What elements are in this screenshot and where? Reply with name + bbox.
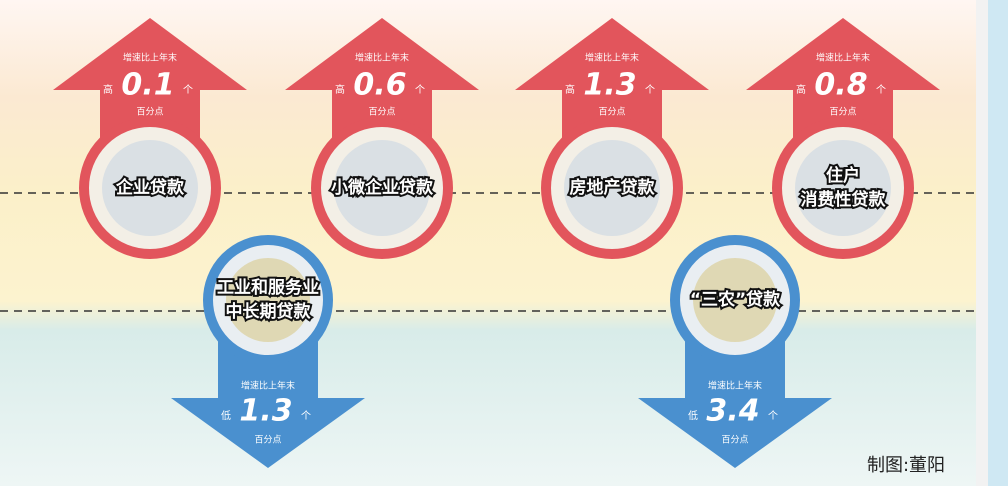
unit: 个 (183, 84, 193, 96)
unit: 个 (645, 84, 655, 96)
icon-inner (226, 258, 310, 342)
arrow-note: 增速比上年末 (241, 380, 295, 392)
change-value: 3.4 (706, 394, 759, 429)
loan-label: “三农”贷款 (690, 289, 781, 310)
point-label: 百分点 (136, 107, 163, 118)
loan-label: 小微企业贷款 (331, 177, 434, 198)
comparison: 低 (688, 409, 698, 422)
comparison: 高 (335, 83, 345, 96)
icon-inner (795, 140, 891, 236)
arrow-note: 增速比上年末 (355, 52, 409, 64)
point-label: 百分点 (254, 435, 281, 446)
comparison: 低 (221, 409, 231, 422)
comparison: 高 (796, 83, 806, 96)
loan-label: 企业贷款 (115, 177, 185, 198)
comparison: 高 (103, 83, 113, 96)
point-label: 百分点 (721, 435, 748, 446)
comparison: 高 (565, 83, 575, 96)
loan-label: 工业和服务业 (217, 277, 319, 298)
unit: 个 (876, 84, 886, 96)
point-label: 百分点 (368, 107, 395, 118)
change-value: 1.3 (583, 68, 636, 103)
loan-label: 中长期贷款 (226, 301, 312, 322)
arrow-note: 增速比上年末 (585, 52, 639, 64)
loan-label: 住户 (826, 165, 860, 186)
change-value: 1.3 (239, 394, 292, 429)
point-label: 百分点 (598, 107, 625, 118)
infographic: 增速比上年末高0.1个百分点增速比上年末高0.6个百分点增速比上年末高1.3个百… (0, 0, 1008, 486)
loan-label: 消费性贷款 (801, 189, 887, 210)
unit: 个 (415, 84, 425, 96)
arrow-note: 增速比上年末 (816, 52, 870, 64)
arrow-note: 增速比上年末 (708, 380, 762, 392)
unit: 个 (301, 410, 311, 422)
arrow-note: 增速比上年末 (123, 52, 177, 64)
change-value: 0.1 (121, 68, 174, 103)
loan-label: 房地产贷款 (570, 177, 656, 198)
change-value: 0.8 (814, 68, 867, 103)
point-label: 百分点 (829, 107, 856, 118)
side-panel (988, 0, 1008, 486)
change-value: 0.6 (353, 68, 406, 103)
unit: 个 (768, 410, 778, 422)
credit: 制图:董阳 (867, 455, 945, 476)
